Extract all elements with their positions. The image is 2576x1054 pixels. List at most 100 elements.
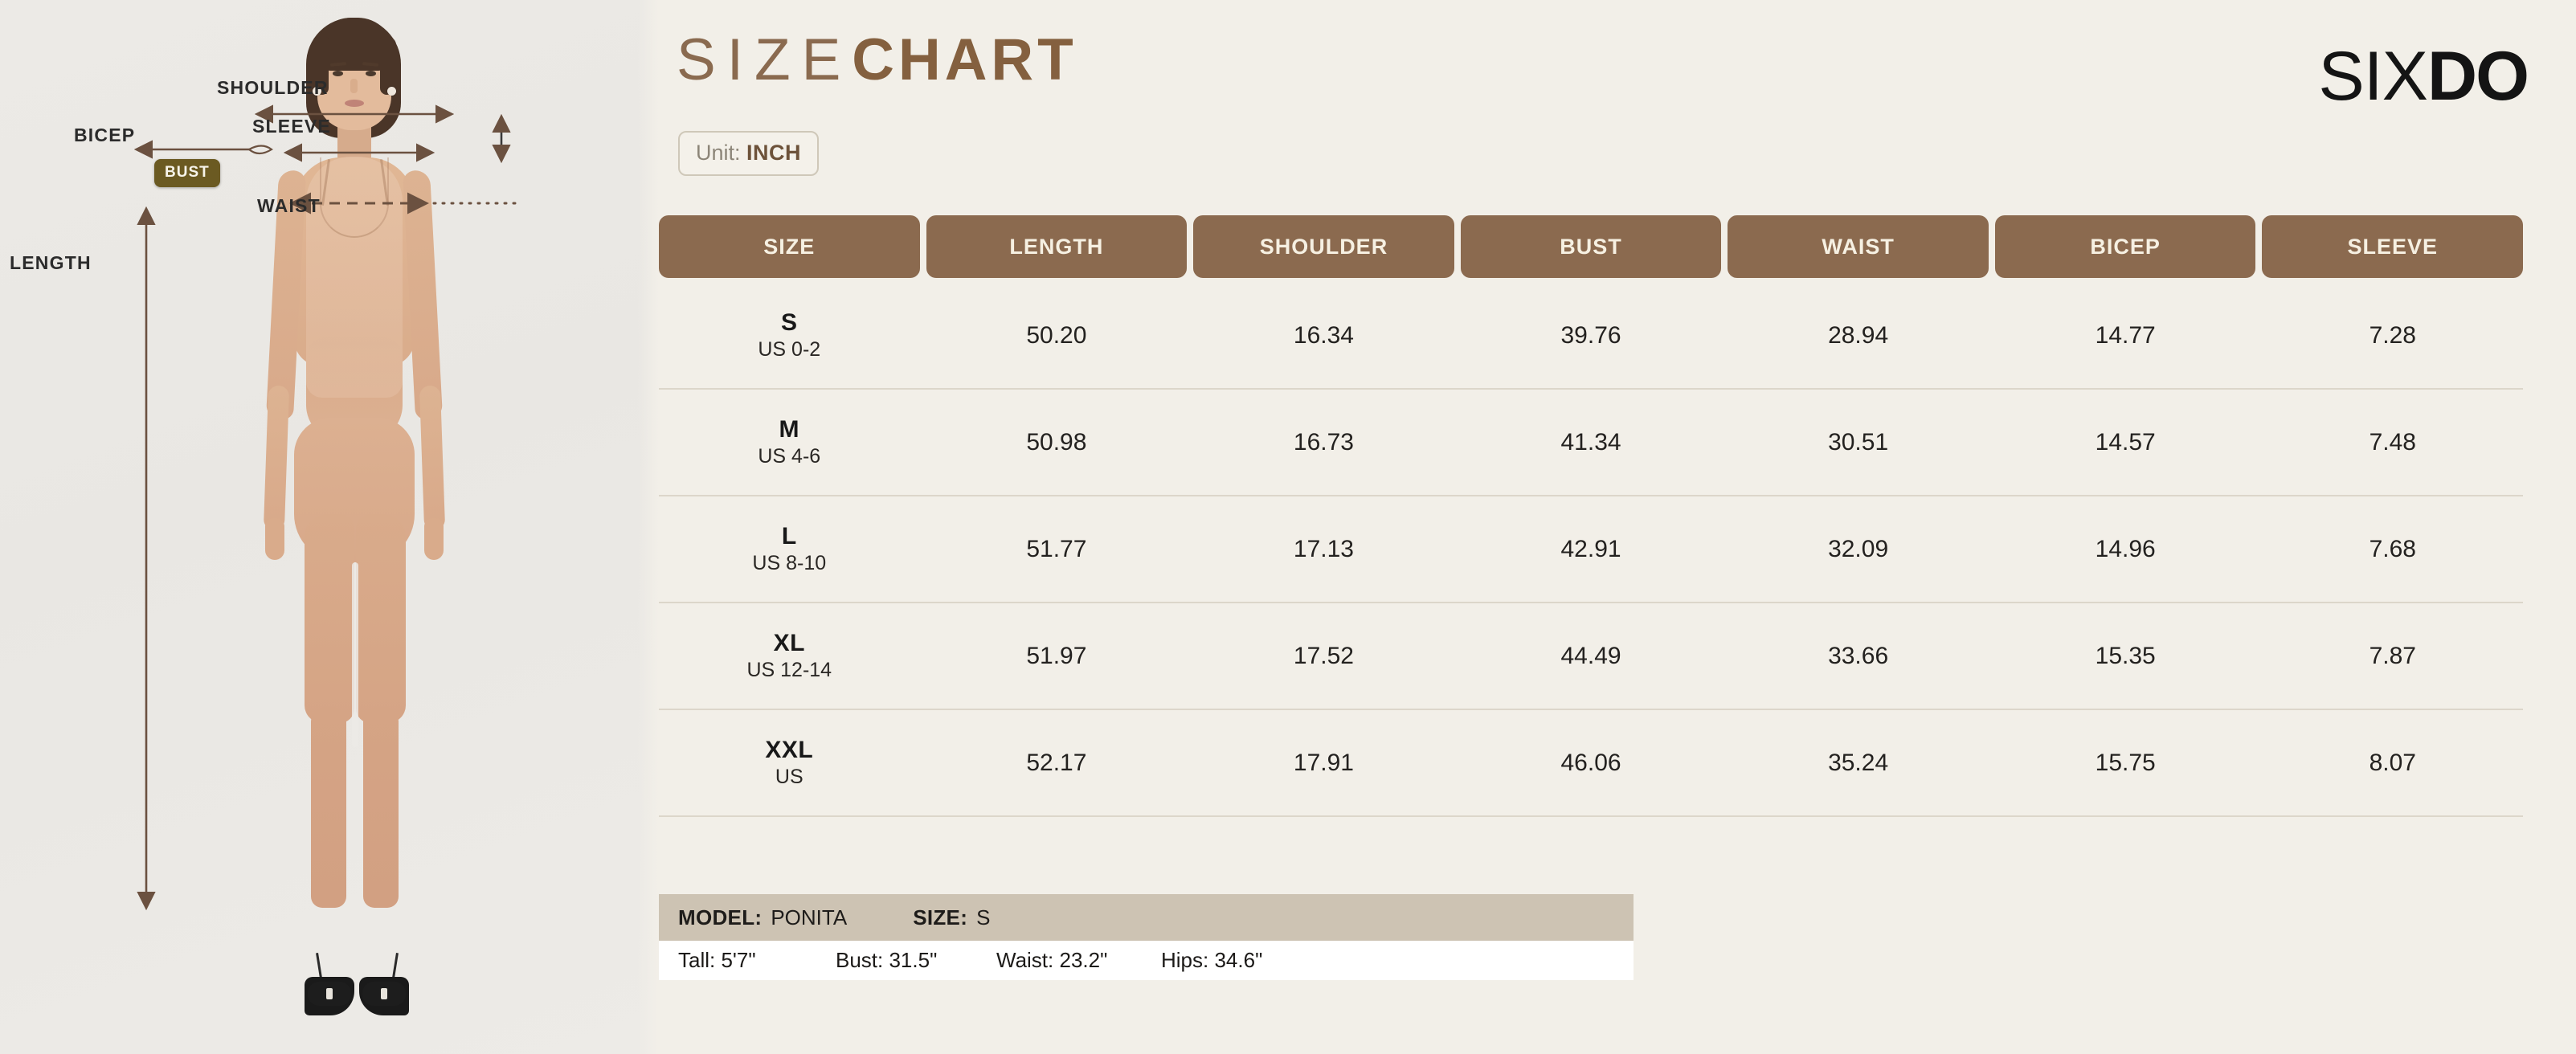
table-cell-sleeve: 7.68 [2369, 535, 2416, 562]
unit-label: Unit: [696, 141, 741, 165]
hair-left-shape [313, 37, 329, 95]
table-cell-shoulder: 17.91 [1293, 749, 1354, 776]
table-cell-bust: 39.76 [1560, 321, 1621, 349]
diagram-label-length: LENGTH [10, 252, 92, 273]
model-name-group: MODEL: PONITA [678, 905, 847, 930]
table-cell-bust: 44.49 [1560, 642, 1621, 669]
table-cell-waist: 32.09 [1828, 535, 1889, 562]
shoe-bow-knot-left [326, 988, 333, 999]
table-row: XL US 12-14 51.97 17.52 44.49 33.66 15.35 7.87 [659, 603, 2523, 710]
mouth-shape [345, 100, 364, 107]
diagram-label-bicep: BICEP [74, 125, 136, 145]
table-cell-size: S US 0-2 [659, 283, 920, 388]
unit-badge: Unit: INCH [678, 131, 820, 176]
page-title-bold: CHART [852, 27, 1077, 92]
table-cell-length: 50.98 [1026, 428, 1087, 456]
diagram-label-waist: WAIST [257, 195, 321, 216]
model-name-value: PONITA [771, 905, 848, 929]
eye-right [366, 71, 376, 76]
model-bust: Bust: 31.5" [836, 948, 938, 972]
size-label: XXL [765, 737, 814, 764]
table-cell-length: 51.77 [1026, 535, 1087, 562]
table-header-size: SIZE [659, 215, 920, 278]
earring-right [387, 87, 396, 96]
table-cell-bicep: 14.77 [2095, 321, 2156, 349]
table-cell-bicep: 14.57 [2095, 428, 2156, 456]
table-cell-sleeve: 7.87 [2369, 642, 2416, 669]
table-cell-size: XL US 12-14 [659, 603, 920, 709]
table-cell-bicep: 14.96 [2095, 535, 2156, 562]
table-cell-waist: 30.51 [1828, 428, 1889, 456]
panel-fade-edge [638, 0, 659, 1054]
table-cell-waist: 33.66 [1828, 642, 1889, 669]
shin-right [363, 707, 399, 908]
size-label: XL [773, 630, 805, 657]
model-info-block: MODEL: PONITA SIZE: S Tall: 5'7" Bust: 3… [659, 894, 1634, 980]
model-hips: Hips: 34.6" [1161, 948, 1263, 972]
model-label: MODEL: [678, 905, 763, 929]
table-cell-bicep: 15.35 [2095, 642, 2156, 669]
table-cell-size: L US 8-10 [659, 496, 920, 602]
table-cell-shoulder: 16.34 [1293, 321, 1354, 349]
eye-left [333, 71, 343, 76]
brand-logo: SIXDO [2318, 42, 2529, 111]
brand-logo-bold: DO [2427, 38, 2529, 115]
model-size-group: SIZE: S [913, 905, 990, 930]
hand-left [265, 518, 284, 560]
size-us-label: US 8-10 [752, 552, 827, 575]
table-header-length: LENGTH [926, 215, 1188, 278]
table-cell-waist: 28.94 [1828, 321, 1889, 349]
table-header-waist: WAIST [1728, 215, 1989, 278]
table-cell-size: M US 4-6 [659, 390, 920, 495]
table-cell-length: 51.97 [1026, 642, 1087, 669]
table-cell-bust: 42.91 [1560, 535, 1621, 562]
nose-shape [350, 79, 358, 93]
size-label: M [779, 416, 800, 443]
thigh-right [356, 514, 406, 723]
diagram-label-sleeve: SLEEVE [252, 116, 331, 137]
table-cell-shoulder: 16.73 [1293, 428, 1354, 456]
table-cell-bust: 41.34 [1560, 428, 1621, 456]
size-us-label: US 0-2 [758, 338, 821, 362]
model-size-label: SIZE: [913, 905, 968, 929]
table-header-shoulder: SHOULDER [1193, 215, 1454, 278]
model-figure-illustration [0, 0, 659, 1054]
size-us-label: US [775, 766, 803, 789]
table-header-bust: BUST [1460, 215, 1722, 278]
table-body: S US 0-2 50.20 16.34 39.76 28.94 14.77 7.28 M US … [659, 283, 2523, 817]
thigh-left [305, 514, 354, 723]
table-cell-shoulder: 17.52 [1293, 642, 1354, 669]
table-cell-waist: 35.24 [1828, 749, 1889, 776]
diagram-label-shoulder: SHOULDER [217, 77, 329, 98]
table-cell-bust: 46.06 [1560, 749, 1621, 776]
size-label: S [781, 309, 798, 337]
table-cell-sleeve: 8.07 [2369, 749, 2416, 776]
hair-right-shape [380, 37, 396, 95]
table-cell-shoulder: 17.13 [1293, 535, 1354, 562]
leg-gap [352, 562, 358, 747]
table-header-row: SIZE LENGTH SHOULDER BUST WAIST BICEP SLEEVE [659, 215, 2524, 278]
table-cell-size: XXL US [659, 710, 920, 815]
unit-value: INCH [746, 141, 802, 165]
size-label: L [781, 523, 797, 550]
model-measurements-bar: Tall: 5'7" Bust: 31.5" Waist: 23.2" Hips… [659, 941, 1634, 980]
table-cell-sleeve: 7.48 [2369, 428, 2416, 456]
forearm-left [263, 385, 290, 531]
shin-left [311, 707, 346, 908]
model-size-value: S [976, 905, 991, 929]
shoe-bow-knot-right [381, 988, 387, 999]
model-photo-panel: SHOULDER SLEEVE BICEP WAIST LENGTH BUST [0, 0, 659, 1054]
model-waist: Waist: 23.2" [996, 948, 1108, 972]
table-cell-bicep: 15.75 [2095, 749, 2156, 776]
size-us-label: US 12-14 [746, 659, 832, 682]
page-title-light: SIZE [677, 27, 853, 92]
table-row: L US 8-10 51.77 17.13 42.91 32.09 14.96 7.68 [659, 496, 2523, 603]
table-cell-length: 50.20 [1026, 321, 1087, 349]
size-us-label: US 4-6 [758, 445, 821, 468]
hand-right [424, 518, 444, 560]
table-header-bicep: BICEP [1994, 215, 2256, 278]
diagram-label-bust-badge: BUST [154, 159, 220, 187]
table-row: S US 0-2 50.20 16.34 39.76 28.94 14.77 7.28 [659, 283, 2523, 390]
table-cell-sleeve: 7.28 [2369, 321, 2416, 349]
upper-arm-right [402, 170, 444, 420]
